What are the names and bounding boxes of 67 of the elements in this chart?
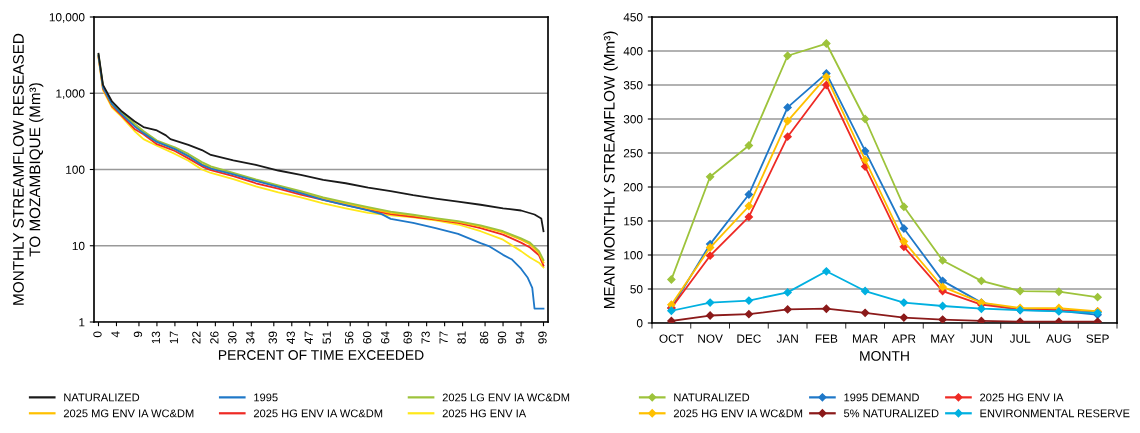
x-tick-label: 73 bbox=[421, 331, 430, 344]
x-tick-label: 39 bbox=[268, 331, 277, 344]
x-axis-title: MONTH bbox=[860, 351, 909, 361]
y-tick-label: 50 bbox=[630, 285, 643, 294]
x-tick-label: 81 bbox=[457, 331, 466, 344]
x-tick-label: 30 bbox=[228, 331, 237, 344]
x-tick-label: OCT bbox=[659, 334, 684, 343]
x-tick-label: MAY bbox=[931, 334, 955, 343]
x-tick-label: APR bbox=[891, 334, 916, 343]
legend-label: 2025 LG ENV IA WC&DM bbox=[442, 393, 570, 402]
y-tick-label: 400 bbox=[623, 47, 643, 56]
x-tick-label: 90 bbox=[497, 331, 507, 344]
x-tick-label: FEB bbox=[815, 334, 838, 343]
x-tick-label: 4 bbox=[111, 331, 120, 338]
y-tick-label: 450 bbox=[623, 13, 643, 22]
x-tick-label: 69 bbox=[403, 331, 412, 344]
legend-label: 2025 MG ENV IA WC&DM bbox=[63, 409, 194, 418]
y-tick-label: 150 bbox=[624, 217, 643, 226]
x-tick-label: 77 bbox=[439, 331, 448, 344]
x-tick-label: 64 bbox=[380, 331, 390, 344]
legend-label: 2025 HG ENV IA WC&DM bbox=[673, 409, 803, 418]
legend-label: 2025 HG ENV IA bbox=[980, 393, 1064, 402]
x-tick-label: 34 bbox=[246, 331, 255, 344]
x-tick-label: 13 bbox=[151, 331, 161, 344]
y-tick-label: 300 bbox=[623, 115, 643, 124]
x-tick-label: 86 bbox=[479, 331, 489, 344]
x-axis-title: PERCENT OF TIME EXCEEDED bbox=[218, 350, 424, 360]
legend-label: 2025 HG ENV IA WC&DM bbox=[253, 409, 383, 418]
x-tick-label: JUN bbox=[970, 334, 992, 343]
y-axis-title: MEAN MONTHLY STREAMFLOW (Mm³) bbox=[603, 31, 618, 309]
y-tick-label: 10,000 bbox=[49, 13, 85, 23]
legend-label: ENVIRONMENTAL RESERVE bbox=[980, 409, 1130, 418]
x-tick-label: JUL bbox=[1009, 334, 1031, 343]
x-tick-label: 56 bbox=[345, 331, 354, 344]
legend-label: 1995 DEMAND bbox=[844, 393, 919, 402]
x-tick-label: SEP bbox=[1086, 334, 1109, 343]
legend-label: 5% NATURALIZED bbox=[843, 409, 939, 418]
x-tick-label: 9 bbox=[133, 331, 143, 338]
y-tick-label: 1 bbox=[79, 318, 85, 327]
legend-label: NATURALIZED bbox=[64, 393, 140, 402]
y-tick-label: 0 bbox=[636, 319, 643, 328]
x-tick-label: 22 bbox=[192, 331, 201, 344]
y-tick-label: 100 bbox=[66, 165, 85, 174]
x-tick-label: MAR bbox=[852, 334, 878, 343]
x-tick-label: NOV bbox=[698, 334, 723, 343]
x-tick-label: 60 bbox=[363, 331, 372, 344]
y-tick-label: 1,000 bbox=[56, 89, 85, 100]
x-tick-label: 94 bbox=[515, 331, 525, 344]
x-tick-label: 26 bbox=[210, 331, 219, 344]
y-tick-label: 250 bbox=[623, 149, 643, 158]
y-tick-label: 350 bbox=[623, 81, 643, 90]
x-tick-label: 43 bbox=[286, 331, 295, 344]
x-tick-label: 99 bbox=[538, 331, 547, 344]
y-axis-title: MONTHLY STREAMFLOW RESEASED TO MOZAMBIQUE (Mm³) bbox=[13, 33, 44, 305]
x-tick-label: JAN bbox=[776, 334, 798, 343]
x-tick-label: 0 bbox=[93, 331, 102, 338]
y-tick-label: 10 bbox=[72, 241, 85, 251]
x-tick-label: 17 bbox=[169, 331, 178, 344]
x-tick-label: 51 bbox=[322, 331, 331, 344]
x-tick-label: AUG bbox=[1046, 334, 1071, 343]
y-tick-label: 100 bbox=[624, 251, 643, 260]
y-tick-label: 200 bbox=[623, 183, 643, 192]
x-tick-label: 47 bbox=[304, 331, 313, 344]
legend-label: NATURALIZED bbox=[674, 393, 750, 402]
legend-label: 1995 bbox=[254, 393, 278, 402]
legend-label: 2025 HG ENV IA bbox=[442, 409, 527, 418]
x-tick-label: DEC bbox=[737, 334, 761, 343]
